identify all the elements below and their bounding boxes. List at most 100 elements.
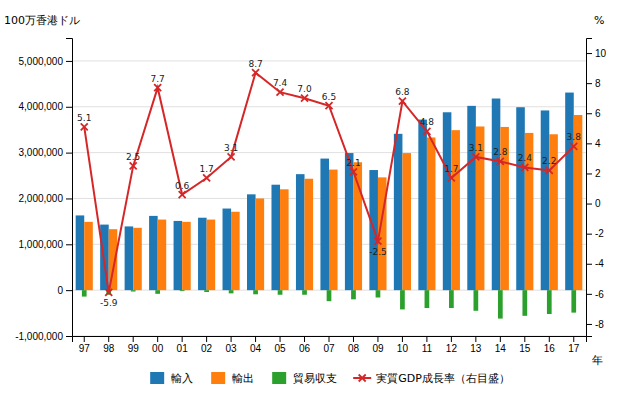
bar <box>256 198 265 290</box>
legend-label: 輸入 <box>171 372 193 385</box>
axis-line <box>587 39 593 337</box>
y2-tick-label: -6 <box>595 289 604 300</box>
x-tick-mark <box>475 336 476 342</box>
bar <box>516 107 525 290</box>
marker <box>423 128 430 135</box>
bar-series <box>82 290 576 318</box>
x-tick-label: 04 <box>250 343 262 354</box>
data-label: 2.5 <box>126 152 140 162</box>
bar <box>376 290 381 297</box>
x-tick-mark <box>402 336 403 342</box>
bar <box>207 220 216 291</box>
marker <box>326 102 333 109</box>
marker <box>252 69 259 76</box>
y2-tick-label: 4 <box>595 138 601 149</box>
bar <box>133 228 142 290</box>
data-label: 2.8 <box>493 147 508 157</box>
y-axis-title: 100万香港ドル <box>4 14 80 27</box>
y-tick-label: -1,000,000 <box>15 331 63 342</box>
y2-tick-mark <box>586 324 592 325</box>
data-label: 2.1 <box>346 158 360 168</box>
bar <box>400 290 405 309</box>
y-tick-mark <box>66 198 72 199</box>
x-tick: 10 <box>397 336 409 354</box>
x-tick: 06 <box>299 336 311 354</box>
bar-series <box>84 115 582 290</box>
x-tick-label: 10 <box>397 343 409 354</box>
marker <box>521 164 528 171</box>
x-tick-label: 02 <box>201 343 213 354</box>
bar <box>522 290 527 316</box>
y-tick: 1,000,000 <box>19 239 73 250</box>
y-tick-label: 0 <box>57 285 63 296</box>
y2-tick: 0 <box>586 198 601 209</box>
bar <box>180 290 185 292</box>
y-tick: 4,000,000 <box>19 101 73 112</box>
bar <box>253 290 258 294</box>
data-label: 5.1 <box>77 113 91 123</box>
chart: 9798990001020304050607080910111213141516… <box>0 0 630 398</box>
bar <box>82 290 87 296</box>
x-tick-mark <box>524 336 525 342</box>
y-tick-mark <box>66 107 72 108</box>
x-tick: 08 <box>348 336 360 354</box>
bar <box>351 290 356 299</box>
bar-series <box>76 93 574 291</box>
data-label: 8.7 <box>248 59 262 69</box>
y2-tick-mark <box>586 204 592 205</box>
legend-swatch <box>150 372 164 384</box>
x-tick: 97 <box>79 336 91 354</box>
y2-tick-mark <box>586 143 592 144</box>
bar <box>541 110 550 290</box>
x-tick: 11 <box>422 336 433 354</box>
data-label: 6.5 <box>322 92 336 102</box>
y2-tick-mark <box>586 53 592 54</box>
data-label: 1.7 <box>444 164 458 174</box>
bar <box>427 137 436 290</box>
legend-item: 輸出 <box>211 372 254 385</box>
x-tick-label: 08 <box>348 343 360 354</box>
x-tick-label: 99 <box>128 343 140 354</box>
bar <box>547 290 552 314</box>
x-tick-label: 06 <box>299 343 311 354</box>
data-label: 6.8 <box>395 87 410 97</box>
x-tick: 17 <box>568 336 580 354</box>
marker <box>448 174 455 181</box>
x-tick-label: 17 <box>568 343 580 354</box>
bar <box>418 120 427 291</box>
grid <box>72 61 586 336</box>
x-tick-label: 11 <box>422 343 433 354</box>
x-tick-label: 12 <box>446 343 458 354</box>
x-tick-mark <box>157 336 158 342</box>
bar <box>565 93 574 291</box>
marker <box>179 191 186 198</box>
y-axis: -1,000,00001,000,0002,000,0003,000,0004,… <box>15 39 72 342</box>
line <box>84 73 574 293</box>
bar <box>443 112 452 290</box>
y2-tick: 2 <box>586 168 601 179</box>
legend-swatch <box>272 372 286 384</box>
legend-item: 輸入 <box>150 372 193 385</box>
marker <box>570 143 577 150</box>
y2-tick-label: -4 <box>595 258 604 269</box>
y-tick-label: 2,000,000 <box>19 193 64 204</box>
y2-tick: -4 <box>586 258 604 269</box>
x-tick-label: 15 <box>519 343 531 354</box>
x-tick-label: 01 <box>177 343 189 354</box>
x-tick: 98 <box>103 336 115 354</box>
y-tick-label: 1,000,000 <box>19 239 64 250</box>
x-axis: 9798990001020304050607080910111213141516… <box>73 336 587 354</box>
data-label: 7.7 <box>151 74 165 84</box>
bar <box>182 222 191 290</box>
y2-tick-label: -8 <box>595 319 604 330</box>
bar <box>302 290 307 295</box>
x-tick-label: 05 <box>274 343 286 354</box>
y2-tick-label: 10 <box>595 48 607 59</box>
x-tick: 04 <box>250 336 262 354</box>
x-tick: 13 <box>470 336 482 354</box>
data-label: 7.4 <box>273 78 288 88</box>
y-tick: 2,000,000 <box>19 193 73 204</box>
y-tick: -1,000,000 <box>15 331 72 342</box>
marker <box>81 123 88 130</box>
legend-item: 貿易収支 <box>272 372 337 385</box>
